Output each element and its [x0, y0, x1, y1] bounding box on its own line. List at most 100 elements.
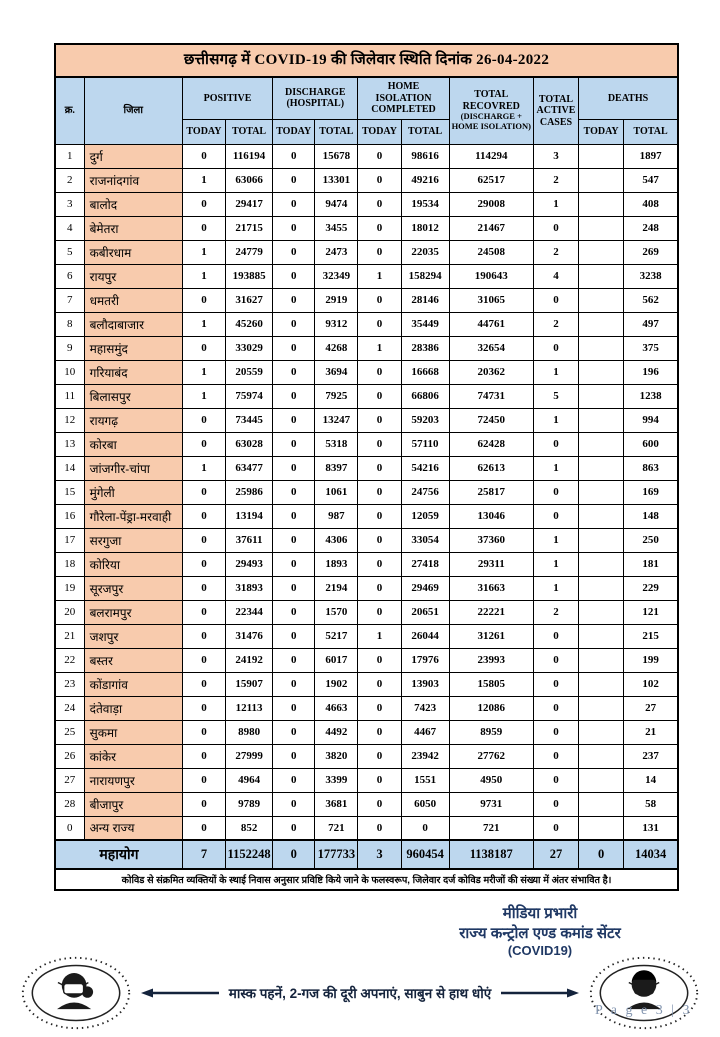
table-row: 11 बिलासपुर 1 75974 0 7925 0 66806 74731 5 1238	[54, 383, 679, 409]
district-cell: सूरजपुर	[83, 575, 183, 601]
col-header-positive: POSITIVE	[181, 76, 274, 120]
deaths-today-cell	[578, 143, 625, 169]
table-row: 17 सरगुजा 0 37611 0 4306 0 33054 37360 1 250	[54, 527, 679, 553]
discharge-total-cell: 4306	[314, 527, 359, 553]
discharge-today-cell: 0	[272, 263, 316, 289]
sn-cell: 18	[54, 551, 85, 577]
active-cases-cell: 1	[532, 359, 580, 385]
district-cell: जशपुर	[83, 623, 183, 649]
deaths-total-cell: 131	[623, 815, 679, 841]
positive-today-cell: 1	[181, 311, 227, 337]
grand-total-home-today-cell: 3	[357, 839, 402, 870]
positive-today-cell: 1	[181, 455, 227, 481]
sn-cell: 22	[54, 647, 85, 673]
recovered-cell: 37360	[448, 527, 534, 553]
positive-total-cell: 27999	[224, 743, 274, 769]
district-rows: 1 दुर्ग 0 116194 0 15678 0 98616 114294 3 1897 2 राज…	[54, 143, 679, 841]
discharge-today-cell: 0	[272, 431, 316, 457]
sn-cell: 25	[54, 719, 85, 745]
deaths-today-cell	[578, 335, 625, 361]
home-today-cell: 0	[357, 743, 402, 769]
deaths-today-cell	[578, 551, 625, 577]
recovered-cell: 27762	[448, 743, 534, 769]
active-cases-cell: 0	[532, 287, 580, 313]
home-total-cell: 158294	[400, 263, 450, 289]
col-header-deaths: DEATHS	[578, 76, 679, 120]
table-row: 13 कोरबा 0 63028 0 5318 0 57110 62428 0 600	[54, 431, 679, 457]
discharge-total-cell: 3694	[314, 359, 359, 385]
sn-cell: 16	[54, 503, 85, 529]
home-today-cell: 1	[357, 623, 402, 649]
deaths-today-cell	[578, 743, 625, 769]
active-cases-cell: 0	[532, 719, 580, 745]
home-total-cell: 16668	[400, 359, 450, 385]
home-today-cell: 0	[357, 695, 402, 721]
home-today-cell: 0	[357, 359, 402, 385]
deaths-total-cell: 3238	[623, 263, 679, 289]
deaths-total-header: TOTAL	[623, 118, 679, 145]
deaths-total-cell: 121	[623, 599, 679, 625]
discharge-total-cell: 3455	[314, 215, 359, 241]
discharge-today-cell: 0	[272, 575, 316, 601]
table-row: 0 अन्य राज्य 0 852 0 721 0 0 721 0 131	[54, 815, 679, 841]
sn-cell: 0	[54, 815, 85, 841]
sn-cell: 13	[54, 431, 85, 457]
deaths-today-cell	[578, 455, 625, 481]
district-cell: बलरामपुर	[83, 599, 183, 625]
positive-today-cell: 0	[181, 527, 227, 553]
district-cell: कांकेर	[83, 743, 183, 769]
positive-total-cell: 20559	[224, 359, 274, 385]
discharge-today-cell: 0	[272, 215, 316, 241]
table-title: छत्तीसगढ़ में COVID-19 की जिलेवार स्थिति…	[54, 43, 679, 78]
positive-today-cell: 0	[181, 815, 227, 841]
recovered-cell: 62428	[448, 431, 534, 457]
district-cell: राजनांदगांव	[83, 167, 183, 193]
discharge-today-cell: 0	[272, 623, 316, 649]
district-cell: दंतेवाड़ा	[83, 695, 183, 721]
discharge-total-cell: 1570	[314, 599, 359, 625]
active-cases-cell: 1	[532, 527, 580, 553]
deaths-today-cell	[578, 647, 625, 673]
home-today-cell: 0	[357, 719, 402, 745]
discharge-today-cell: 0	[272, 551, 316, 577]
page-number: P a g e 3 | 3	[595, 1003, 692, 1018]
discharge-today-cell: 0	[272, 287, 316, 313]
home-today-cell: 0	[357, 527, 402, 553]
table-row: 25 सुकमा 0 8980 0 4492 0 4467 8959 0 21	[54, 719, 679, 745]
discharge-total-cell: 1893	[314, 551, 359, 577]
positive-today-cell: 0	[181, 215, 227, 241]
active-cases-cell: 0	[532, 503, 580, 529]
signature-block: मीडिया प्रभारी राज्य कन्ट्रोल एण्ड कमांड…	[400, 903, 680, 958]
home-total-cell: 98616	[400, 143, 450, 169]
sn-cell: 2	[54, 167, 85, 193]
home-total-cell: 54216	[400, 455, 450, 481]
home-total-cell: 29469	[400, 575, 450, 601]
table-row: 8 बलौदाबाजार 1 45260 0 9312 0 35449 44761 2 497	[54, 311, 679, 337]
table-row: 2 राजनांदगांव 1 63066 0 13301 0 49216 62517 2 547	[54, 167, 679, 193]
deaths-total-cell: 375	[623, 335, 679, 361]
recovered-label-sub: (DISCHARGE + HOME ISOLATION)	[451, 111, 531, 132]
positive-total-cell: 4964	[224, 767, 274, 793]
active-cases-cell: 1	[532, 551, 580, 577]
positive-total-cell: 75974	[224, 383, 274, 409]
sn-cell: 19	[54, 575, 85, 601]
discharge-today-cell: 0	[272, 239, 316, 265]
discharge-total-cell: 9312	[314, 311, 359, 337]
positive-total-cell: 63477	[224, 455, 274, 481]
home-total-cell: 20651	[400, 599, 450, 625]
table-row: 24 दंतेवाड़ा 0 12113 0 4663 0 7423 12086 0 27	[54, 695, 679, 721]
sn-cell: 5	[54, 239, 85, 265]
home-today-cell: 0	[357, 215, 402, 241]
home-total-cell: 49216	[400, 167, 450, 193]
discharge-today-cell: 0	[272, 599, 316, 625]
deaths-total-cell: 14	[623, 767, 679, 793]
sn-cell: 26	[54, 743, 85, 769]
positive-today-cell: 1	[181, 167, 227, 193]
discharge-today-cell: 0	[272, 335, 316, 361]
district-cell: अन्य राज्य	[83, 815, 183, 841]
recovered-cell: 15805	[448, 671, 534, 697]
positive-total-cell: 29417	[224, 191, 274, 217]
home-total-cell: 23942	[400, 743, 450, 769]
recovered-cell: 72450	[448, 407, 534, 433]
deaths-total-cell: 102	[623, 671, 679, 697]
